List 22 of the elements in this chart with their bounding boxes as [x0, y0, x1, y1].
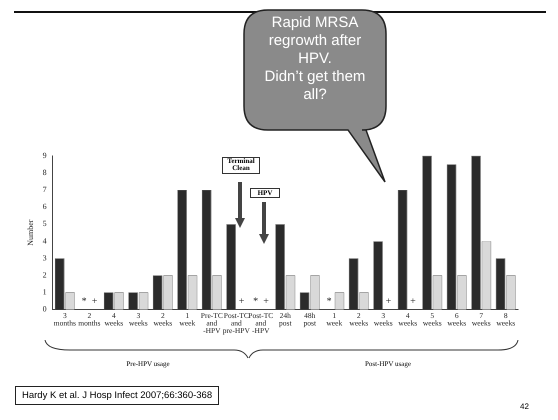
annotation: +	[386, 296, 392, 308]
text: Hardy K et al. J Hosp Infect 2007;66:360-368	[15, 386, 220, 405]
y-tick-label: 6	[42, 202, 47, 212]
y-tick-label: 1	[42, 288, 47, 297]
annotation: *	[253, 296, 258, 308]
y-tick-label: 5	[42, 219, 47, 228]
text: 42	[520, 402, 529, 411]
y-tick-label: 2	[42, 270, 47, 280]
y-tick-label: 7	[42, 185, 47, 194]
annotation: *	[326, 296, 332, 308]
annotation: *	[82, 296, 87, 308]
annotation: +	[238, 296, 245, 308]
y-axis-title: Number	[26, 219, 35, 246]
y-tick-label: 3	[42, 253, 47, 262]
y-tick-label: 9	[42, 150, 47, 160]
annotation: +	[92, 296, 98, 308]
text: Rapid MRSA regrowth after HPV. Didn’t get them all?	[264, 14, 366, 104]
annotation: +	[263, 296, 270, 308]
y-tick-label: 0	[42, 304, 47, 314]
y-tick-label: 8	[42, 168, 47, 177]
y-tick-label: 4	[42, 236, 47, 246]
annotation: +	[410, 296, 416, 308]
